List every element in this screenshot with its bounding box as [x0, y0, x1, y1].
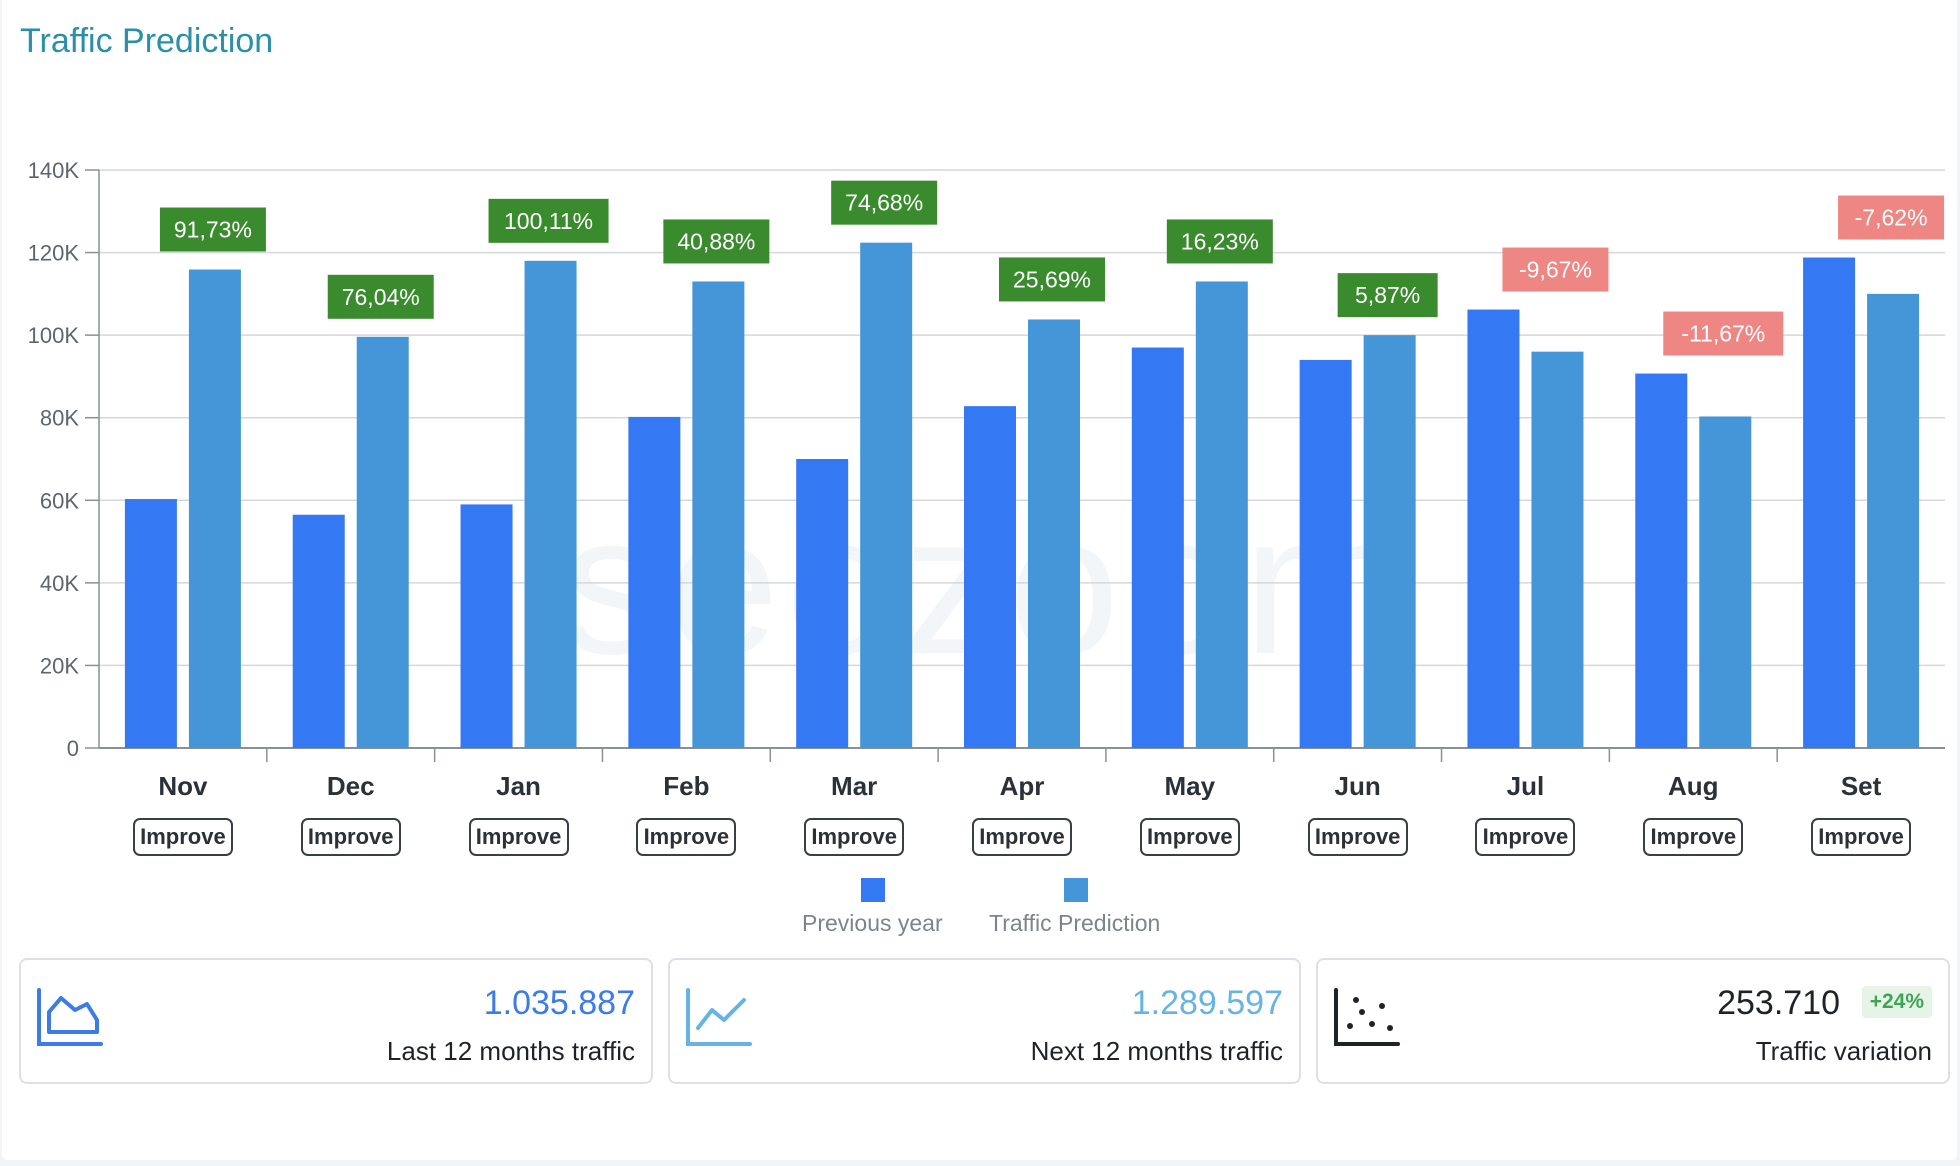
x-tick-label: Nov — [158, 771, 208, 800]
bar-previous-jan — [460, 504, 513, 748]
variation-label-box — [999, 257, 1105, 302]
bar-previous-may — [1131, 347, 1184, 748]
variation-label: 5,87% — [1355, 282, 1420, 308]
variation-label: -7,62% — [1855, 205, 1928, 231]
bar-previous-aug — [1635, 373, 1688, 748]
improve-button-jun[interactable]: Improve — [1307, 818, 1408, 856]
improve-button-nov[interactable]: Improve — [132, 818, 233, 856]
bar-previous-feb — [628, 416, 681, 748]
variation-label: 91,73% — [174, 216, 252, 242]
y-tick-label: 20K — [40, 653, 79, 678]
stat-traffic-variation: 253.710 +24% Traffic variation — [1316, 958, 1950, 1084]
bar-previous-mar — [796, 459, 849, 748]
legend-label-previous[interactable]: Previous year — [802, 910, 943, 936]
card-title: Traffic Prediction — [20, 22, 274, 60]
x-tick-label: Jan — [496, 771, 541, 800]
bar-previous-jul — [1467, 309, 1520, 748]
improve-button-mar[interactable]: Improve — [804, 818, 905, 856]
stat-last-12-months: 1.035.887 Last 12 months traffic — [19, 958, 653, 1084]
bar-prediction-jan — [524, 260, 577, 748]
y-tick-label: 60K — [40, 488, 79, 513]
variation-label-box — [159, 207, 266, 252]
variation-label: 25,69% — [1013, 266, 1091, 292]
area-chart-icon — [37, 988, 103, 1046]
variation-label-box — [1838, 195, 1945, 240]
bar-prediction-apr — [1028, 319, 1080, 748]
bar-prediction-dec — [356, 336, 409, 748]
line-chart-icon — [686, 988, 752, 1046]
improve-button-may[interactable]: Improve — [1139, 818, 1240, 856]
x-tick-label: Mar — [831, 771, 877, 800]
x-tick-label: Aug — [1668, 771, 1719, 800]
y-tick-label: 0 — [67, 736, 79, 761]
bar-previous-set — [1803, 257, 1856, 748]
variation-label: 76,04% — [342, 284, 420, 310]
bar-prediction-may — [1195, 281, 1248, 748]
bar-prediction-feb — [692, 281, 745, 748]
bar-prediction-mar — [860, 242, 913, 749]
stat-value: 1.289.597 — [1131, 984, 1283, 1022]
y-tick-label: 140K — [28, 158, 80, 183]
stat-value: 253.710 — [1717, 984, 1840, 1022]
improve-button-aug[interactable]: Improve — [1643, 818, 1744, 856]
variation-label-box — [831, 180, 938, 225]
stat-label: Next 12 months traffic — [1030, 1036, 1283, 1066]
improve-button-apr[interactable]: Improve — [972, 818, 1072, 856]
x-tick-label: Dec — [327, 771, 375, 800]
improve-button-set[interactable]: Improve — [1811, 818, 1912, 856]
variation-label: -9,67% — [1519, 257, 1592, 283]
improve-button-jul[interactable]: Improve — [1475, 818, 1576, 856]
x-tick-label: Feb — [663, 771, 709, 800]
y-tick-label: 40K — [40, 571, 79, 596]
legend-swatch-previous[interactable] — [861, 878, 885, 902]
bar-previous-apr — [964, 406, 1016, 748]
y-tick-label: 80K — [40, 406, 79, 431]
bar-previous-dec — [292, 514, 345, 748]
improve-button-dec[interactable]: Improve — [300, 818, 401, 856]
stat-value: 1.035.887 — [483, 984, 635, 1022]
variation-label-box — [1166, 219, 1273, 264]
legend-swatch-prediction[interactable] — [1064, 878, 1088, 902]
stat-label: Last 12 months traffic — [386, 1036, 635, 1066]
x-tick-label: May — [1165, 771, 1216, 800]
bar-previous-jun — [1299, 359, 1352, 748]
bar-prediction-nov — [188, 269, 241, 748]
bar-prediction-jun — [1363, 335, 1416, 748]
improve-button-jan[interactable]: Improve — [468, 818, 569, 856]
variation-label: 40,88% — [677, 228, 755, 254]
variation-label: -11,67% — [1681, 321, 1765, 347]
x-tick-label: Jul — [1507, 771, 1545, 800]
variation-label: 74,68% — [845, 190, 923, 216]
bar-prediction-aug — [1699, 416, 1752, 748]
x-tick-label: Jun — [1335, 771, 1381, 800]
variation-badge: +24% — [1861, 986, 1932, 1018]
variation-label-box — [488, 198, 609, 243]
bar-previous-nov — [124, 499, 177, 748]
variation-label: 100,11% — [504, 208, 593, 234]
variation-label-box — [1337, 273, 1438, 318]
bar-prediction-jul — [1531, 351, 1584, 748]
variation-label-box — [1502, 247, 1609, 292]
variation-label-box — [1663, 311, 1784, 356]
x-tick-label: Apr — [1000, 771, 1045, 800]
variation-label-box — [663, 219, 770, 264]
improve-button-feb[interactable]: Improve — [636, 818, 737, 856]
stat-label: Traffic variation — [1755, 1036, 1932, 1066]
y-tick-label: 100K — [28, 323, 80, 348]
legend-label-prediction[interactable]: Traffic Prediction — [989, 910, 1161, 936]
bar-prediction-set — [1867, 293, 1920, 748]
x-tick-label: Set — [1841, 771, 1882, 800]
variation-label-box — [327, 274, 434, 319]
stat-next-12-months: 1.289.597 Next 12 months traffic — [668, 958, 1301, 1084]
scatter-chart-icon — [1334, 988, 1400, 1046]
traffic-bar-chart: 0 20K 40K 60K 80K 100K 120K 140K Nov 91,73% Dec 76,… — [28, 158, 1945, 800]
y-tick-label: 120K — [28, 241, 80, 266]
variation-label: 16,23% — [1181, 228, 1259, 254]
